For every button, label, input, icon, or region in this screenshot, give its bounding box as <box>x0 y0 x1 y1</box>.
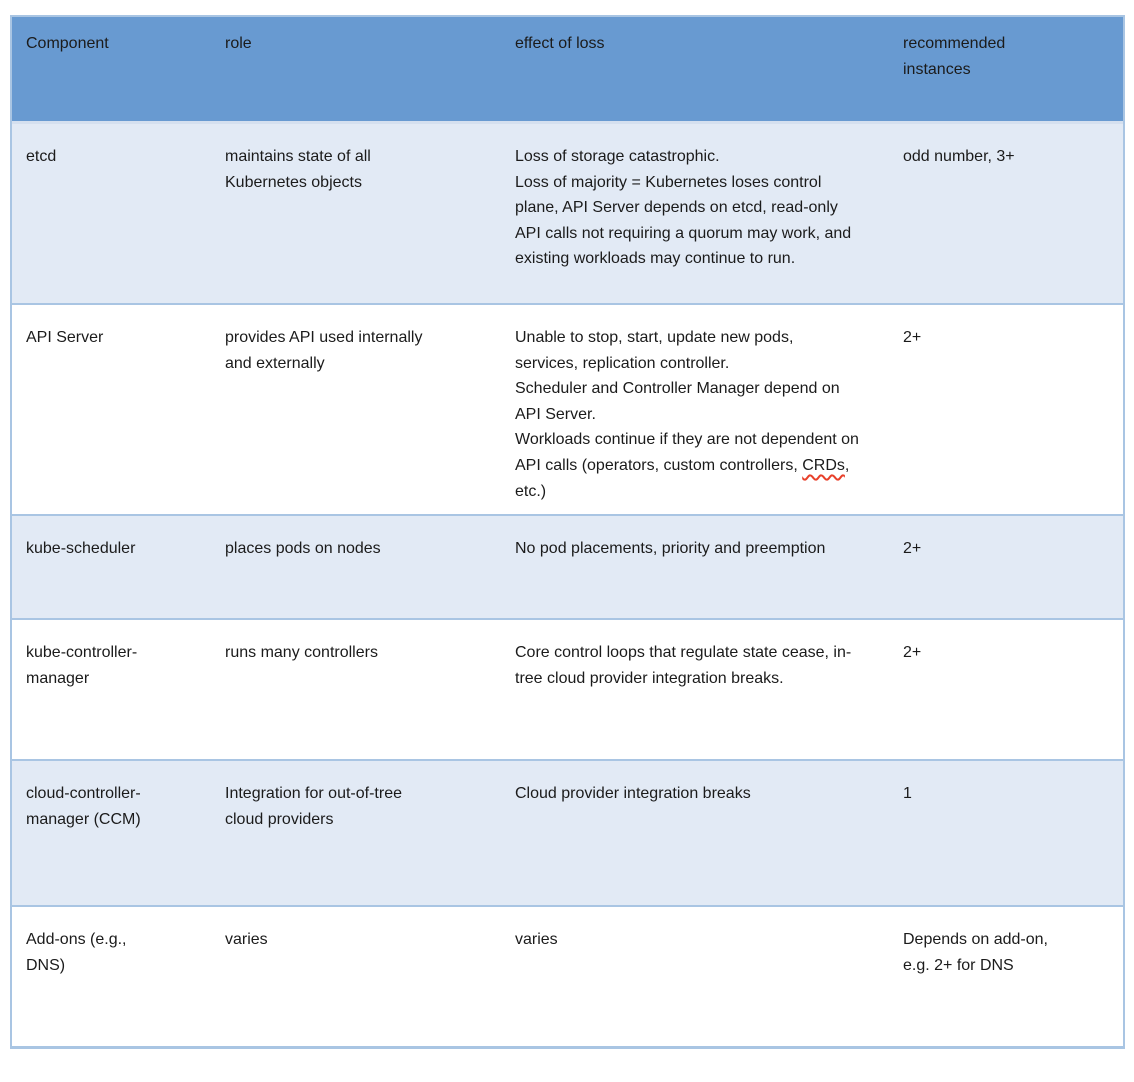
instances-cell[interactable]: 2+ <box>889 618 1123 760</box>
table-row-etcd: etcd maintains state of all Kubernetes o… <box>12 121 1123 303</box>
column-header-role[interactable]: role <box>211 17 501 121</box>
effect-cell[interactable]: Cloud provider integration breaks <box>501 759 889 906</box>
table-row-cloud-controller-manager: cloud-controller-manager (CCM) Integrati… <box>12 759 1123 906</box>
effect-cell[interactable]: Core control loops that regulate state c… <box>501 618 889 760</box>
effect-cell[interactable]: No pod placements, priority and preempti… <box>501 514 889 619</box>
effect-paragraph: Workloads continue if they are not depen… <box>515 427 860 504</box>
table-row-api-server: API Server provides API used internally … <box>12 303 1123 515</box>
effect-cell[interactable]: Loss of storage catastrophic. Loss of ma… <box>501 121 889 303</box>
component-cell[interactable]: Add-ons (e.g., DNS) <box>12 905 211 1047</box>
instances-cell[interactable]: Depends on add-on, e.g. 2+ for DNS <box>889 905 1123 1047</box>
effect-cell[interactable]: varies <box>501 905 889 1047</box>
effect-paragraph: Loss of storage catastrophic. <box>515 148 720 165</box>
role-cell[interactable]: provides API used internally and externa… <box>211 303 501 515</box>
role-cell[interactable]: runs many controllers <box>211 618 501 760</box>
table-header-row: Component role effect of loss recommende… <box>12 17 1123 121</box>
effect-paragraph: Unable to stop, start, update new pods, … <box>515 329 794 372</box>
component-cell[interactable]: kube-scheduler <box>12 514 211 619</box>
table-row-add-ons: Add-ons (e.g., DNS) varies varies Depend… <box>12 905 1123 1047</box>
instances-cell[interactable]: 1 <box>889 759 1123 906</box>
instances-cell[interactable]: 2+ <box>889 514 1123 619</box>
role-cell[interactable]: Integration for out-of-tree cloud provid… <box>211 759 501 906</box>
component-cell[interactable]: kube-controller-manager <box>12 618 211 760</box>
table-row-kube-scheduler: kube-scheduler places pods on nodes No p… <box>12 514 1123 619</box>
role-cell[interactable]: places pods on nodes <box>211 514 501 619</box>
instances-cell[interactable]: odd number, 3+ <box>889 121 1123 303</box>
spellcheck-flagged-word: CRDs <box>802 456 845 474</box>
component-cell[interactable]: cloud-controller-manager (CCM) <box>12 759 211 906</box>
effect-paragraph: Loss of majority = Kubernetes loses cont… <box>515 173 852 268</box>
instances-cell[interactable]: 2+ <box>889 303 1123 515</box>
effect-paragraph: Scheduler and Controller Manager depend … <box>515 380 840 423</box>
column-header-component[interactable]: Component <box>12 17 211 121</box>
control-plane-components-table: Component role effect of loss recommende… <box>10 15 1125 1050</box>
effect-cell[interactable]: Unable to stop, start, update new pods, … <box>501 303 889 515</box>
effect-text: , etc.) <box>515 456 850 500</box>
component-cell[interactable]: etcd <box>12 121 211 303</box>
component-cell[interactable]: API Server <box>12 303 211 515</box>
role-cell[interactable]: varies <box>211 905 501 1047</box>
role-cell[interactable]: maintains state of all Kubernetes object… <box>211 121 501 303</box>
table-row-kube-controller-manager: kube-controller-manager runs many contro… <box>12 618 1123 760</box>
column-header-recommended-instances[interactable]: recommended instances <box>889 17 1123 121</box>
effect-text: Workloads continue if they are not depen… <box>515 431 859 474</box>
column-header-effect-of-loss[interactable]: effect of loss <box>501 17 889 121</box>
